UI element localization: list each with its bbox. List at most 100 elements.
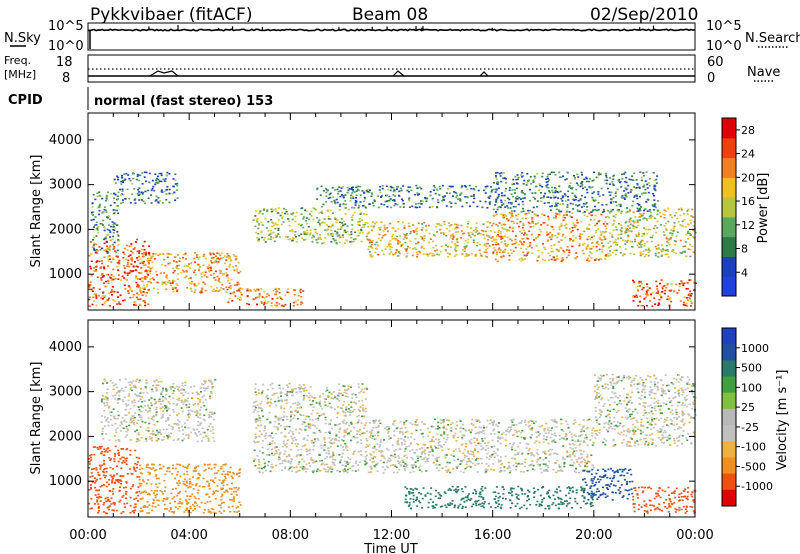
scatter-cell [573, 174, 575, 177]
scatter-cell [125, 172, 128, 175]
scatter-cell [120, 467, 123, 469]
scatter-cell [120, 483, 123, 485]
scatter-cell [421, 236, 424, 239]
scatter-cell [91, 246, 94, 249]
scatter-cell [519, 230, 522, 233]
scatter-cell [283, 207, 285, 210]
scatter-cell [444, 249, 447, 252]
scatter-cell [100, 452, 103, 454]
scatter-cell [378, 189, 381, 191]
scatter-cell [166, 470, 169, 473]
scatter-cell [610, 191, 613, 194]
scatter-cell [217, 257, 220, 260]
scatter-cell [136, 438, 139, 440]
scatter-cell [136, 238, 139, 241]
scatter-cell [514, 246, 517, 249]
scatter-cell [619, 246, 621, 248]
scatter-cell [667, 239, 670, 241]
scatter-cell [680, 209, 683, 211]
scatter-cell [212, 253, 215, 256]
scatter-cell [496, 171, 499, 174]
scatter-cell [509, 207, 512, 209]
scatter-cell [506, 218, 508, 220]
scatter-cell [459, 193, 462, 195]
scatter-cell [141, 497, 144, 500]
scatter-cell [147, 471, 150, 474]
scatter-cell [390, 235, 393, 238]
scatter-cell [185, 482, 188, 484]
scatter-cell [110, 418, 113, 421]
scatter-cell [405, 237, 408, 239]
scatter-cell [168, 279, 171, 282]
scatter-cell [325, 463, 328, 466]
scatter-cell [197, 424, 200, 427]
scatter-cell [334, 218, 337, 220]
scatter-cell [673, 244, 676, 246]
scatter-cell [446, 252, 449, 255]
scatter-cell [212, 288, 215, 291]
scatter-cell [645, 200, 648, 203]
scatter-cell [141, 294, 144, 296]
scatter-cell [545, 178, 548, 180]
scatter-cell [106, 250, 109, 253]
scatter-cell [102, 298, 104, 300]
scatter-cell [228, 297, 231, 300]
scatter-cell [147, 274, 150, 276]
scatter-cell [582, 187, 585, 190]
scatter-cell [366, 388, 369, 390]
scatter-cell [254, 383, 257, 385]
scatter-cell [197, 263, 200, 266]
scatter-cell [305, 210, 308, 212]
scatter-cell [156, 493, 158, 496]
scatter-cell [396, 235, 399, 238]
scatter-cell [160, 180, 163, 183]
scatter-cell [213, 463, 216, 466]
scatter-cell [174, 199, 177, 201]
scatter-cell [101, 262, 104, 265]
scatter-cell [595, 245, 598, 248]
scatter-cell [109, 236, 112, 238]
scatter-cell [548, 179, 551, 181]
scatter-cell [106, 299, 109, 301]
scatter-cell [160, 172, 163, 175]
scatter-cell [107, 259, 110, 262]
scatter-cell [102, 282, 105, 284]
scatter-cell [187, 510, 190, 513]
scatter-cell [620, 212, 623, 215]
scatter-cell [646, 232, 649, 235]
scatter-cell [641, 283, 643, 285]
scatter-cell [672, 249, 675, 251]
scatter-cell [557, 241, 560, 243]
scatter-cell [689, 219, 692, 222]
scatter-cell [689, 255, 692, 258]
scatter-cell [137, 381, 140, 384]
scatter-cell [352, 238, 355, 240]
scatter-cell [133, 423, 136, 426]
scatter-cell [118, 440, 121, 442]
scatter-cell [227, 277, 230, 279]
scatter-cell [176, 385, 179, 388]
scatter-cell [500, 201, 503, 203]
scatter-cell [671, 232, 674, 235]
scatter-cell [111, 424, 114, 427]
scatter-cell [118, 394, 121, 397]
scatter-cell [648, 184, 651, 187]
scatter-cell [320, 238, 322, 240]
scatter-cell [648, 209, 651, 211]
scatter-cell [159, 253, 162, 255]
scatter-cell [572, 235, 575, 237]
scatter-cell [647, 182, 650, 184]
scatter-cell [105, 194, 108, 197]
scatter-cell [666, 240, 668, 243]
scatter-cell [486, 207, 489, 209]
scatter-cell [263, 462, 266, 465]
scatter-cell [324, 237, 327, 239]
scatter-cell [193, 252, 196, 254]
scatter-cell [679, 214, 682, 217]
scatter-cell [134, 506, 137, 508]
scatter-cell [118, 390, 121, 393]
scatter-cell [618, 222, 620, 225]
scatter-cell [470, 231, 473, 234]
scatter-cell [398, 251, 400, 253]
scatter-cell [406, 252, 409, 255]
